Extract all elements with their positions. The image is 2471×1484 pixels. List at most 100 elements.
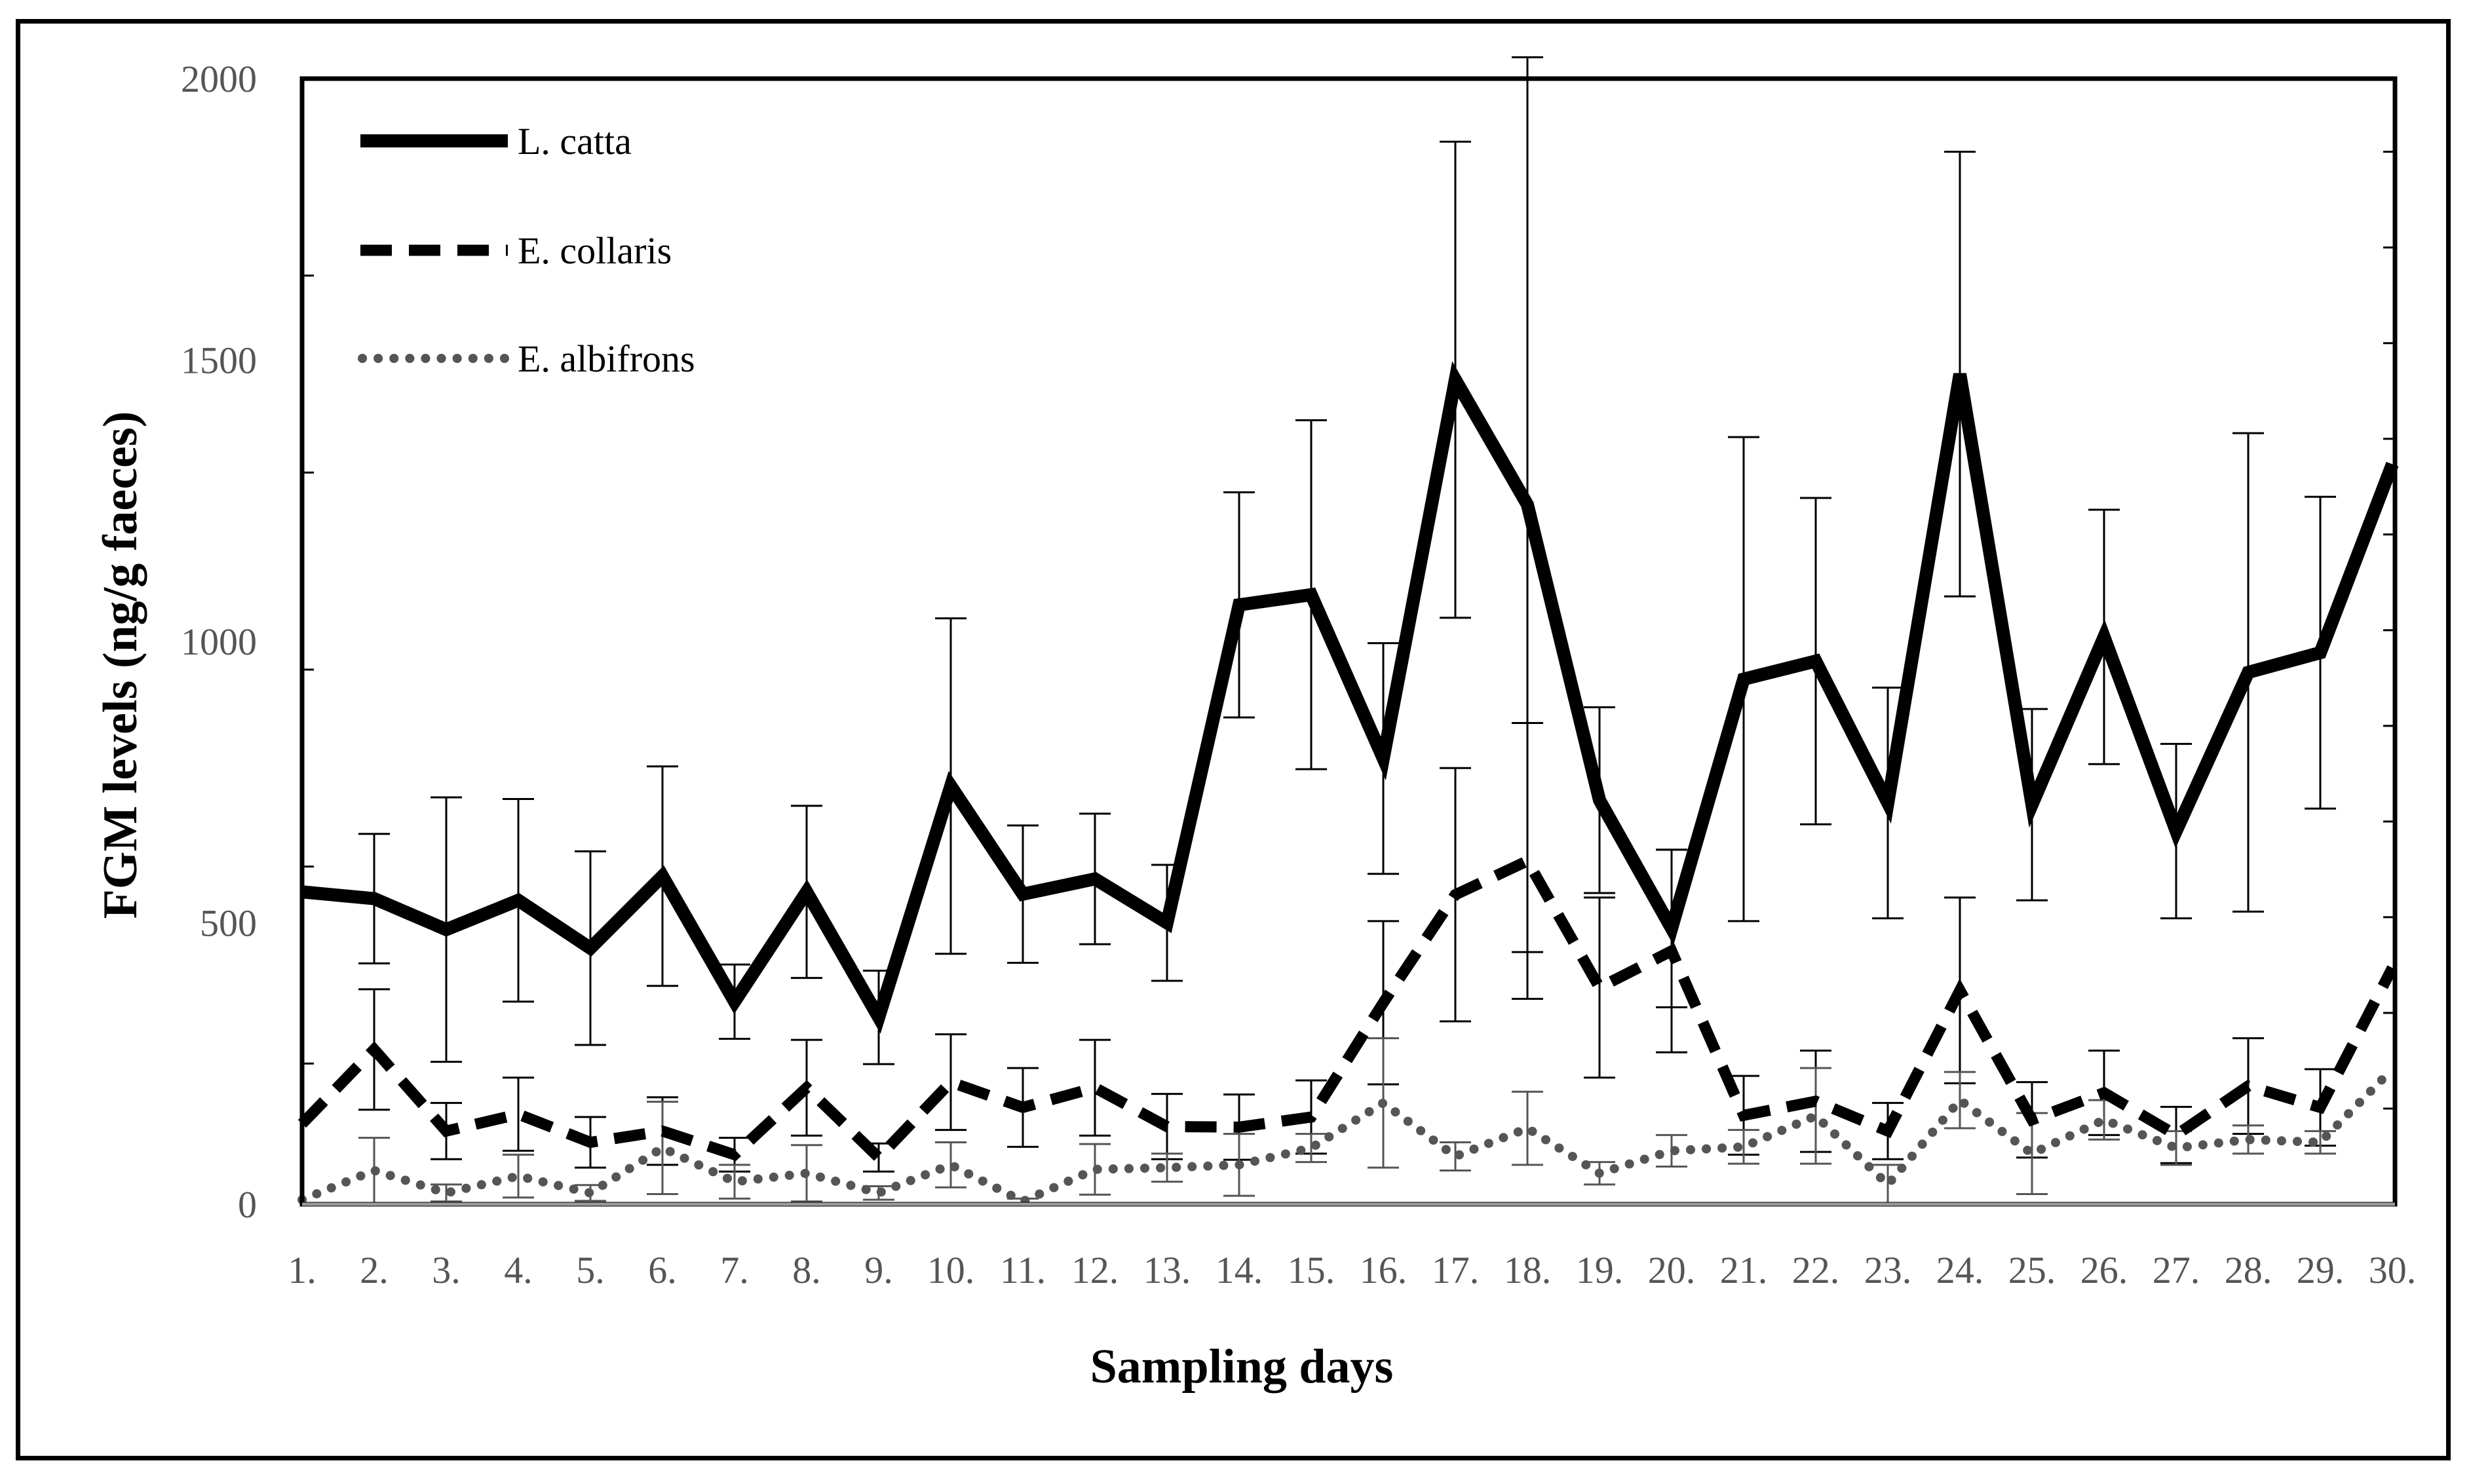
x-tick-label: 15. <box>1288 1249 1335 1291</box>
data-point-l-catta <box>1166 922 1168 924</box>
x-tick-label: 5. <box>576 1249 605 1291</box>
series-line-e-albifrons <box>297 1064 2397 1207</box>
data-point-l-catta <box>1670 927 1673 930</box>
data-point-e-albifrons <box>1670 1149 1673 1152</box>
data-point-e-albifrons <box>1238 1164 1240 1166</box>
data-point-e-collaris <box>1887 1130 1889 1132</box>
data-point-l-catta <box>1238 603 1240 606</box>
data-point-l-catta <box>1598 799 1601 801</box>
data-point-e-albifrons <box>733 1181 736 1183</box>
series-line-l-catta <box>301 361 2399 1034</box>
x-tick-label: 13. <box>1143 1249 1191 1291</box>
data-point-l-catta <box>2175 829 2177 832</box>
data-point-e-collaris <box>1166 1125 1168 1128</box>
data-point-l-catta <box>445 928 448 931</box>
data-point-e-albifrons <box>805 1172 808 1175</box>
x-axis-title: Sampling days <box>1090 1340 1394 1394</box>
x-tick-label: 25. <box>2008 1249 2056 1291</box>
data-point-e-albifrons <box>949 1164 952 1166</box>
data-point-e-collaris <box>1094 1086 1096 1089</box>
data-point-l-catta <box>1959 373 1961 375</box>
x-tick-label: 24. <box>1936 1249 1984 1291</box>
data-point-e-albifrons <box>2103 1118 2105 1121</box>
x-tick-label: 11. <box>1000 1249 1046 1291</box>
data-point-l-catta <box>1022 893 1024 896</box>
data-point-e-collaris <box>373 1048 375 1051</box>
x-tick-label: 3. <box>432 1249 461 1291</box>
legend-label-e-albifrons: E. albifrons <box>518 337 695 380</box>
x-tick-label: 16. <box>1360 1249 1408 1291</box>
y-tick-label: 500 <box>200 902 257 945</box>
axes-layer: 0 500 1000 1500 2000 1. 2. 3. 4. 5. 6. 7. 8. 9. 10. 11.… <box>181 58 2416 1291</box>
data-point-l-catta <box>1382 757 1385 760</box>
data-point-l-catta <box>1454 379 1457 381</box>
data-point-e-collaris <box>805 1086 808 1089</box>
x-tick-label: 2. <box>360 1249 389 1291</box>
data-point-e-collaris <box>517 1113 520 1116</box>
x-tick-label: 28. <box>2225 1249 2272 1291</box>
data-point-e-collaris <box>589 1141 592 1144</box>
data-point-e-collaris <box>1959 989 1961 992</box>
data-point-e-albifrons <box>661 1147 664 1149</box>
data-point-l-catta <box>2103 636 2105 638</box>
x-tick-label: 9. <box>864 1249 893 1291</box>
x-tick-label: 30. <box>2369 1249 2417 1291</box>
data-point-e-collaris <box>949 1081 952 1084</box>
data-point-l-catta <box>949 785 952 788</box>
figure-frame <box>16 19 2451 1460</box>
data-point-e-collaris <box>1598 986 1601 989</box>
data-point-e-albifrons <box>1454 1155 1457 1158</box>
data-point-e-albifrons <box>1598 1172 1601 1175</box>
data-point-e-collaris <box>661 1130 664 1132</box>
data-point-e-collaris <box>733 1153 736 1156</box>
data-point-l-catta <box>1526 503 1529 506</box>
data-point-e-albifrons <box>589 1192 592 1194</box>
data-point-l-catta <box>517 899 520 902</box>
data-point-l-catta <box>1742 678 1745 681</box>
data-point-e-collaris <box>2319 1106 2322 1109</box>
data-point-l-catta <box>2247 671 2250 674</box>
x-tick-label: 23. <box>1864 1249 1912 1291</box>
data-point-e-collaris <box>1814 1100 1817 1103</box>
data-point-e-albifrons <box>1382 1101 1385 1104</box>
y-tick-label: 1000 <box>181 620 257 663</box>
x-tick-label: 6. <box>648 1249 677 1291</box>
y-tick-label: 0 <box>238 1183 257 1226</box>
data-point-e-albifrons <box>445 1192 448 1194</box>
x-tick-label: 8. <box>792 1249 821 1291</box>
x-tick-label: 22. <box>1792 1249 1840 1291</box>
data-point-e-albifrons <box>1887 1183 1889 1186</box>
data-point-l-catta <box>1310 594 1312 596</box>
data-point-l-catta <box>805 890 808 893</box>
x-tick-label: 4. <box>504 1249 533 1291</box>
x-tick-label: 29. <box>2297 1249 2345 1291</box>
x-tick-label: 1. <box>288 1249 316 1291</box>
x-tick-label: 18. <box>1504 1249 1552 1291</box>
data-point-e-collaris <box>1382 1001 1385 1004</box>
data-point-l-catta <box>1814 660 1817 662</box>
y-tick-label: 1500 <box>181 339 257 382</box>
data-point-e-albifrons <box>1166 1166 1168 1169</box>
data-point-l-catta <box>877 1016 880 1019</box>
data-point-l-catta <box>2319 651 2322 654</box>
data-point-e-collaris <box>1310 1116 1312 1118</box>
data-point-e-collaris <box>1670 949 1673 952</box>
series-line-e-collaris <box>297 853 2398 1166</box>
data-point-e-collaris <box>1454 894 1457 896</box>
legend-label-e-collaris: E. collaris <box>518 229 672 272</box>
data-point-e-collaris <box>1742 1114 1745 1116</box>
data-point-e-albifrons <box>2031 1152 2033 1155</box>
x-tick-label: 14. <box>1216 1249 1263 1291</box>
data-point-e-albifrons <box>1742 1145 1745 1148</box>
x-tick-label: 7. <box>720 1249 749 1291</box>
x-tick-label: 26. <box>2080 1249 2128 1291</box>
data-point-e-collaris <box>1022 1106 1024 1109</box>
data-point-e-collaris <box>2103 1092 2105 1094</box>
x-tick-label: 27. <box>2153 1249 2200 1291</box>
data-point-l-catta <box>1094 877 1096 880</box>
data-point-e-collaris <box>445 1130 448 1132</box>
data-point-e-albifrons <box>517 1175 520 1177</box>
data-point-e-albifrons <box>1310 1147 1312 1149</box>
data-point-e-albifrons <box>2175 1147 2177 1149</box>
